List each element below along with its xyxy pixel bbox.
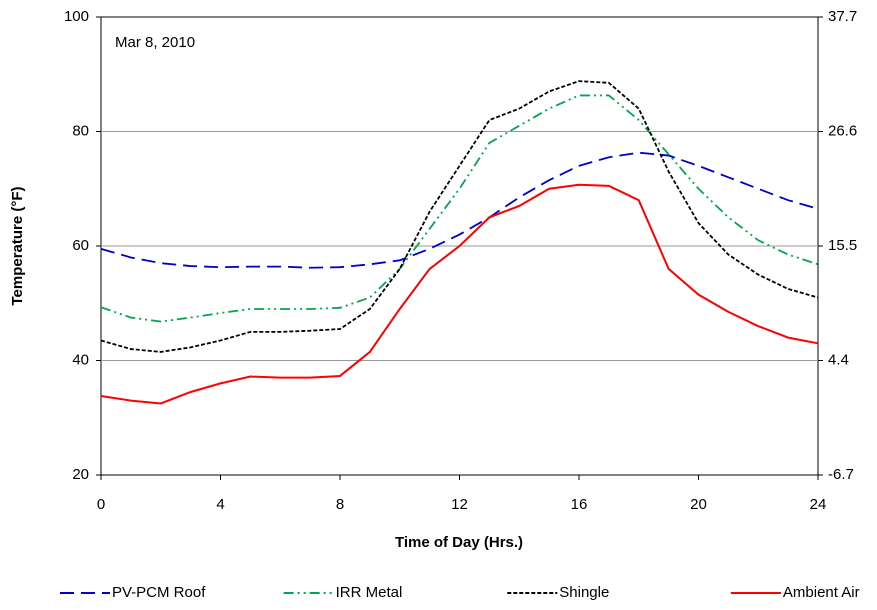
legend-label: PV-PCM Roof	[112, 584, 206, 601]
series-line	[100, 94, 819, 323]
y-tick-label: 60	[72, 237, 89, 254]
x-tick-label: 20	[690, 496, 707, 513]
y2-tick-label: 15.5	[828, 237, 857, 254]
legend-label: Ambient Air	[783, 584, 860, 601]
x-tick-label: 8	[336, 496, 344, 513]
series-line	[100, 80, 819, 353]
y-tick-label: 20	[72, 466, 89, 483]
y-axis-label: Temperature (°F)	[9, 186, 26, 305]
y2-tick-label: 37.7	[828, 8, 857, 25]
x-tick-label: 4	[216, 496, 224, 513]
legend-label: Shingle	[559, 584, 609, 601]
series-line	[100, 151, 819, 269]
legend-label: IRR Metal	[336, 584, 403, 601]
y2-tick-label: 26.6	[828, 122, 857, 139]
y2-tick-label: 4.4	[828, 351, 849, 368]
annotation: Mar 8, 2010	[115, 34, 195, 51]
series-line	[100, 183, 819, 405]
y-tick-label: 80	[72, 122, 89, 139]
y2-tick-label: -6.7	[828, 466, 854, 483]
x-axis-label: Time of Day (Hrs.)	[395, 534, 523, 551]
x-tick-label: 24	[810, 496, 827, 513]
x-tick-label: 16	[571, 496, 588, 513]
y-tick-label: 100	[64, 8, 89, 25]
x-tick-label: 12	[451, 496, 468, 513]
x-tick-label: 0	[97, 496, 105, 513]
y-tick-label: 40	[72, 351, 89, 368]
